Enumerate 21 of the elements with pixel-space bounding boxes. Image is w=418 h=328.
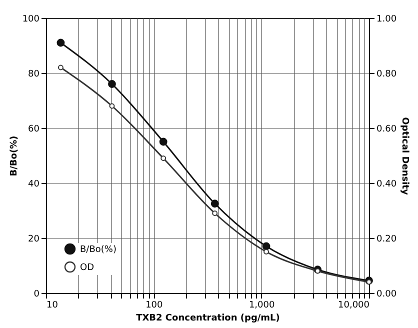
x-tick-label: 10,000 [338, 300, 370, 310]
y-tick-label: 80 [28, 70, 40, 80]
legend-label: B/Bo(%) [80, 245, 116, 255]
x-tick-label: 10 [46, 300, 58, 310]
y-tick-label: 40 [28, 180, 40, 190]
x-tick-label: 1,000 [248, 300, 275, 310]
y2-tick-label: 0.00 [376, 290, 397, 300]
y-tick-label: 20 [28, 234, 40, 244]
y-tick-label: 100 [22, 14, 40, 24]
y-tick-label: 0 [34, 290, 40, 300]
y2-tick-label: 1.00 [376, 14, 397, 24]
x-tick-label: 100 [146, 300, 164, 310]
y-tick-label: 60 [28, 124, 40, 134]
y2-axis-title: Optical Density [400, 117, 410, 195]
y2-tick-label: 0.60 [376, 124, 397, 134]
x-axis-title: TXB2 Concentration (pg/mL) [136, 314, 280, 324]
legend-label: OD [80, 263, 94, 273]
y2-tick-label: 0.40 [376, 180, 397, 190]
y-axis-title: B/Bo(%) [9, 136, 20, 176]
y2-tick-label: 0.80 [376, 70, 397, 80]
y2-tick-label: 0.20 [376, 234, 397, 244]
